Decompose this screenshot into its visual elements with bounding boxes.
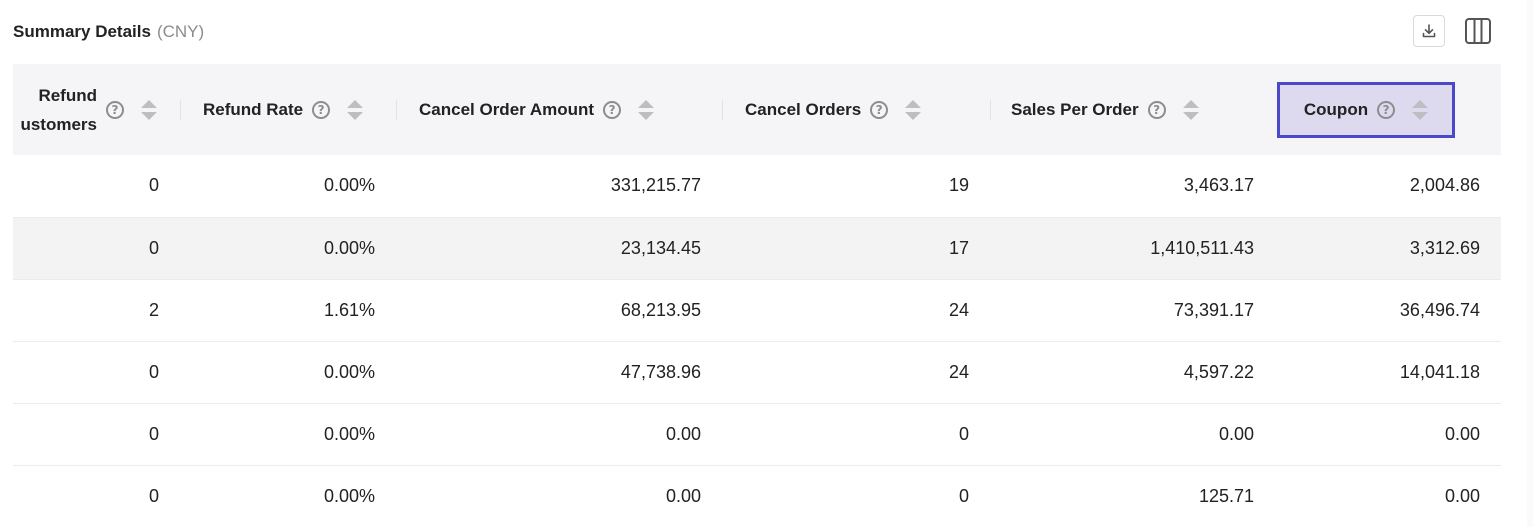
header-label: Cancel Orders bbox=[745, 99, 862, 119]
column-divider bbox=[180, 100, 181, 120]
column-header-refund-customers[interactable]: Refund ustomers ? bbox=[13, 64, 181, 155]
cell-refund-customers: 0 bbox=[148, 485, 159, 506]
table-row[interactable]: 0 0.00% 0.00 0 0.00 0.00 bbox=[13, 403, 1501, 465]
help-icon[interactable]: ? bbox=[1147, 100, 1166, 119]
cell-refund-rate: 1.61% bbox=[323, 299, 375, 320]
table-toolbar bbox=[1413, 15, 1493, 47]
header-label: Sales Per Order bbox=[1011, 99, 1139, 119]
table-row[interactable]: 2 1.61% 68,213.95 24 73,391.17 36,496.74 bbox=[13, 279, 1501, 341]
cell-coupon: 0.00 bbox=[1444, 485, 1480, 506]
help-icon[interactable]: ? bbox=[870, 100, 889, 119]
cell-sales-per-order: 1,410,511.43 bbox=[1150, 237, 1254, 258]
column-header-cancel-order-amount[interactable]: Cancel Order Amount ? bbox=[397, 64, 723, 155]
column-divider bbox=[396, 100, 397, 120]
column-divider bbox=[990, 100, 991, 120]
cell-refund-customers: 2 bbox=[148, 299, 159, 320]
header-label: Coupon bbox=[1303, 99, 1369, 119]
sort-icon[interactable] bbox=[1182, 99, 1199, 120]
sort-icon[interactable] bbox=[347, 99, 364, 120]
currency-label: (CNY) bbox=[156, 22, 205, 41]
cell-cancel-order-amount: 0.00 bbox=[665, 485, 701, 506]
cell-cancel-orders: 0 bbox=[958, 485, 969, 506]
header-label-line2: ustomers bbox=[20, 114, 97, 134]
sort-icon[interactable] bbox=[638, 99, 655, 120]
download-button[interactable] bbox=[1413, 15, 1445, 47]
cell-sales-per-order: 73,391.17 bbox=[1173, 299, 1254, 320]
section-header: Summary Details (CNY) bbox=[13, 18, 204, 46]
cell-coupon: 14,041.18 bbox=[1399, 361, 1480, 382]
cell-refund-rate: 0.00% bbox=[323, 423, 375, 444]
cell-cancel-order-amount: 68,213.95 bbox=[620, 299, 701, 320]
cell-refund-rate: 0.00% bbox=[323, 361, 375, 382]
help-icon[interactable]: ? bbox=[106, 100, 124, 119]
header-label: Cancel Order Amount bbox=[419, 99, 595, 119]
cell-cancel-order-amount: 331,215.77 bbox=[610, 175, 701, 196]
help-icon[interactable]: ? bbox=[1377, 100, 1396, 119]
table-row[interactable]: 0 0.00% 331,215.77 19 3,463.17 2,004.86 bbox=[13, 155, 1501, 217]
cell-refund-customers: 0 bbox=[148, 237, 159, 258]
sort-icon[interactable] bbox=[905, 99, 922, 120]
column-header-coupon[interactable]: Coupon ? bbox=[1275, 64, 1501, 155]
cell-sales-per-order: 4,597.22 bbox=[1183, 361, 1254, 382]
summary-table-container[interactable]: Refund ustomers ? Refund Rate ? bbox=[13, 64, 1501, 527]
column-header-cancel-orders[interactable]: Cancel Orders ? bbox=[723, 64, 991, 155]
help-icon[interactable]: ? bbox=[603, 100, 622, 119]
columns-icon bbox=[1465, 18, 1491, 44]
cell-refund-rate: 0.00% bbox=[323, 485, 375, 506]
cell-cancel-order-amount: 23,134.45 bbox=[620, 237, 701, 258]
header-label: Refund Rate bbox=[203, 99, 304, 119]
sort-icon[interactable] bbox=[141, 99, 157, 120]
coupon-header-highlight[interactable]: Coupon ? bbox=[1277, 81, 1455, 138]
cell-cancel-orders: 0 bbox=[958, 423, 969, 444]
cell-refund-rate: 0.00% bbox=[323, 175, 375, 196]
cell-sales-per-order: 0.00 bbox=[1218, 423, 1254, 444]
cell-coupon: 2,004.86 bbox=[1409, 175, 1480, 196]
download-icon bbox=[1422, 24, 1436, 38]
cell-cancel-order-amount: 47,738.96 bbox=[620, 361, 701, 382]
cell-cancel-orders: 24 bbox=[948, 299, 969, 320]
column-header-sales-per-order[interactable]: Sales Per Order ? bbox=[991, 64, 1275, 155]
vertical-scrollbar[interactable] bbox=[1527, 0, 1533, 527]
cell-sales-per-order: 125.71 bbox=[1198, 485, 1254, 506]
cell-refund-customers: 0 bbox=[148, 423, 159, 444]
cell-cancel-orders: 19 bbox=[948, 175, 969, 196]
cell-cancel-orders: 24 bbox=[948, 361, 969, 382]
cell-cancel-order-amount: 0.00 bbox=[665, 423, 701, 444]
table-row[interactable]: 0 0.00% 0.00 0 125.71 0.00 bbox=[13, 465, 1501, 527]
cell-refund-customers: 0 bbox=[148, 361, 159, 382]
column-header-refund-rate[interactable]: Refund Rate ? bbox=[181, 64, 397, 155]
table-header-row: Refund ustomers ? Refund Rate ? bbox=[13, 64, 1501, 155]
columns-button[interactable] bbox=[1463, 16, 1493, 46]
section-title: Summary Details bbox=[13, 22, 151, 41]
cell-coupon: 36,496.74 bbox=[1399, 299, 1480, 320]
column-divider bbox=[722, 100, 723, 120]
cell-cancel-orders: 17 bbox=[948, 237, 969, 258]
cell-refund-rate: 0.00% bbox=[323, 237, 375, 258]
sort-icon[interactable] bbox=[1412, 99, 1429, 120]
summary-table: Refund ustomers ? Refund Rate ? bbox=[13, 64, 1501, 527]
cell-sales-per-order: 3,463.17 bbox=[1183, 175, 1254, 196]
cell-refund-customers: 0 bbox=[148, 175, 159, 196]
cell-coupon: 3,312.69 bbox=[1409, 237, 1480, 258]
header-label-line1: Refund bbox=[38, 85, 97, 105]
table-row[interactable]: 0 0.00% 47,738.96 24 4,597.22 14,041.18 bbox=[13, 341, 1501, 403]
cell-coupon: 0.00 bbox=[1444, 423, 1480, 444]
table-row[interactable]: 0 0.00% 23,134.45 17 1,410,511.43 3,312.… bbox=[13, 217, 1501, 279]
help-icon[interactable]: ? bbox=[312, 100, 331, 119]
